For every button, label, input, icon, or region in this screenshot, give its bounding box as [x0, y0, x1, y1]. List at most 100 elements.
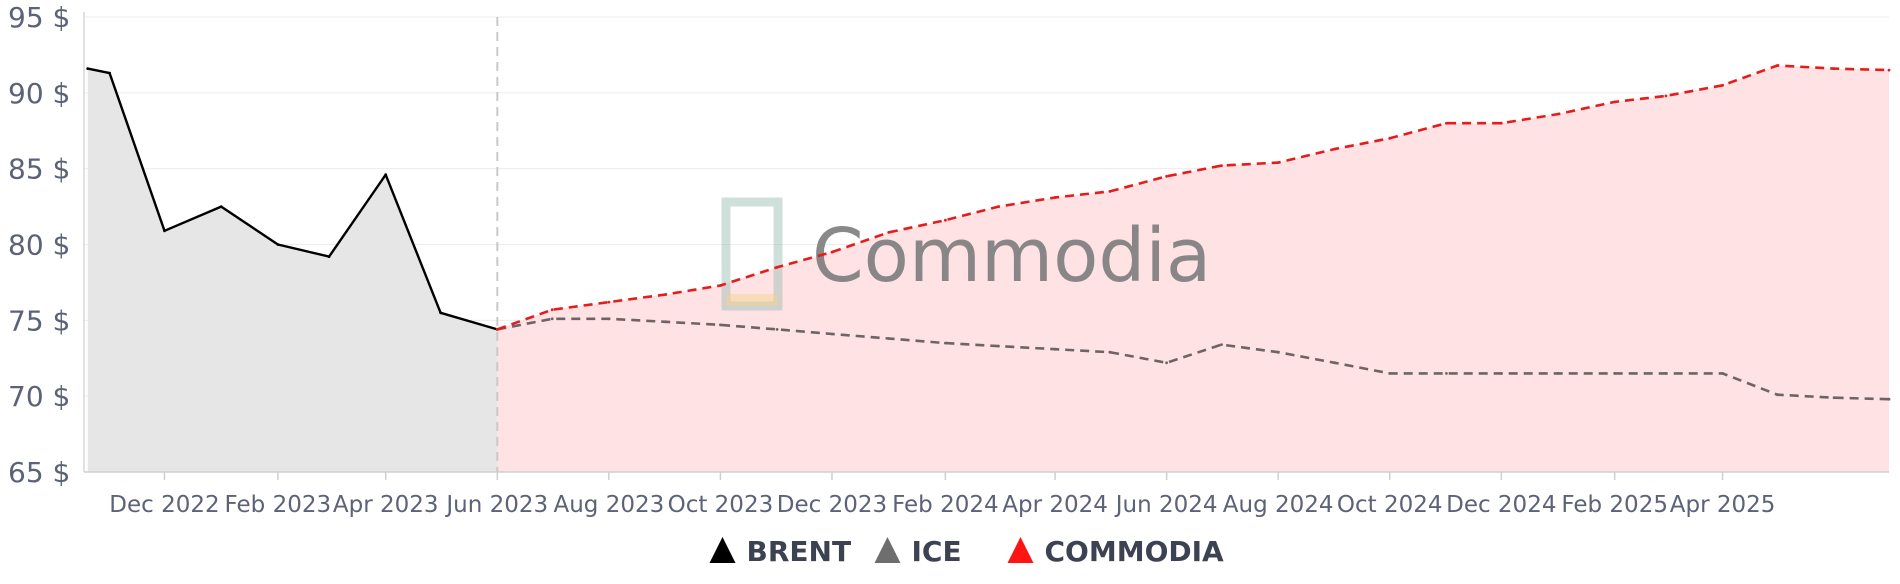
ice-point — [1887, 397, 1891, 401]
brent-point — [86, 67, 90, 70]
y-tick-label: 75 $ — [8, 304, 70, 337]
commodia-point — [719, 284, 722, 287]
commodia-line — [496, 64, 1890, 331]
commodia-point — [1664, 94, 1668, 98]
commodia-watermark: Commodia — [721, 197, 1211, 311]
y-tick-label: 85 $ — [8, 153, 70, 186]
commodia-point — [1388, 136, 1392, 140]
watermark-text: Commodia — [812, 213, 1211, 299]
y-tick-label: 95 $ — [8, 1, 70, 34]
x-tick-label: Aug 2024 — [1223, 492, 1334, 518]
ice-point — [1776, 393, 1779, 397]
x-tick-label: Dec 2024 — [1446, 492, 1556, 518]
axes: 65 $70 $75 $80 $85 $90 $95 $Dec 2022 Feb … — [8, 1, 1889, 518]
x-tick-label: Aug 2023 — [553, 492, 664, 518]
commodia-point — [1721, 83, 1724, 87]
y-tick-label: 90 $ — [8, 77, 70, 110]
commodia-point — [887, 231, 891, 234]
brent-area — [87, 68, 498, 472]
x-tick-label: Apr 2025 — [1670, 492, 1776, 518]
commodia-point — [1499, 121, 1503, 125]
ice-point — [1220, 343, 1223, 346]
x-tick-label: Dec 2023 — [777, 492, 887, 518]
brent-point — [108, 71, 111, 75]
commodia-point — [775, 265, 779, 269]
x-tick-label: Dec 2022 — [109, 492, 219, 518]
legend: BRENT ICE COMMODIA — [709, 535, 1225, 568]
x-tick-label: Feb 2025 — [1561, 492, 1668, 518]
commodia-legend-icon — [1007, 537, 1034, 563]
ice-point — [607, 317, 611, 321]
brent-legend-icon — [709, 537, 736, 563]
commodia-point — [495, 328, 499, 331]
commodia-point — [1445, 121, 1448, 125]
commodia-point — [1333, 147, 1337, 151]
ice-point — [887, 337, 891, 340]
commodia-point — [1220, 164, 1223, 168]
ice-point — [1613, 372, 1617, 375]
commodia-point — [1613, 100, 1617, 104]
ice-point — [830, 332, 834, 336]
ice-point — [1276, 350, 1280, 354]
commodia-point — [1887, 68, 1891, 72]
ice-line — [497, 317, 1890, 401]
ice-point — [944, 341, 947, 345]
brent-point — [327, 255, 331, 258]
commodia-point — [664, 293, 667, 296]
x-tick-label: Apr 2023 — [333, 492, 439, 518]
ice-point — [1333, 361, 1337, 365]
commodia-point — [944, 218, 947, 222]
watermark-logo-base — [726, 294, 778, 306]
ice-point — [1499, 372, 1503, 375]
ice-point — [1556, 372, 1560, 375]
x-tick-label: Oct 2024 — [1337, 492, 1443, 518]
commodia-point — [1776, 64, 1779, 67]
commodia-point — [1276, 161, 1280, 165]
brent-point — [163, 229, 166, 233]
ice-point — [1053, 347, 1057, 351]
ice-point — [997, 344, 1000, 348]
brent-point — [219, 205, 223, 209]
ice-point — [1388, 372, 1392, 375]
x-tick-label: Apr 2024 — [1002, 492, 1108, 518]
commodia-point — [607, 300, 611, 304]
ice-point — [1165, 361, 1168, 365]
watermark-logo-frame — [721, 197, 783, 311]
y-tick-label: 80 $ — [8, 229, 70, 262]
commodia-point — [1108, 190, 1112, 193]
commodia-point — [1053, 196, 1057, 199]
x-tick-label: Feb 2024 — [892, 492, 999, 518]
ice-point — [1664, 372, 1668, 375]
commodia-point — [1832, 67, 1836, 70]
ice-point — [1832, 396, 1836, 400]
brent-point — [384, 173, 388, 177]
y-tick-label: 70 $ — [8, 380, 70, 413]
x-tick-label: Oct 2023 — [668, 492, 774, 518]
area-fills — [87, 65, 1889, 472]
ice-point — [775, 328, 779, 331]
commodia-point — [997, 205, 1000, 209]
commodia-point — [1165, 174, 1168, 178]
commodia-area — [497, 65, 1889, 472]
series-lines — [86, 64, 1891, 401]
commodia-point — [1556, 112, 1560, 116]
ice-point — [1445, 372, 1448, 375]
ice-legend-label: ICE — [912, 535, 962, 568]
ice-point — [719, 323, 722, 327]
ice-point — [1721, 372, 1724, 375]
ice-point — [664, 320, 667, 324]
brent-point — [439, 311, 442, 315]
brent-point — [276, 243, 280, 246]
commodia-point — [550, 308, 554, 312]
y-tick-label: 65 $ — [8, 456, 70, 489]
brent-legend-label: BRENT — [747, 535, 852, 568]
ice-legend-icon — [874, 537, 901, 563]
ice-point — [550, 317, 554, 321]
commodia-legend-label: COMMODIA — [1045, 535, 1225, 568]
x-tick-label: Jun 2024 — [1114, 492, 1218, 518]
ice-point — [1108, 350, 1112, 354]
commodia-point — [830, 250, 834, 254]
x-tick-label: Jun 2023 — [444, 492, 548, 518]
x-tick-label: Feb 2023 — [225, 492, 332, 518]
